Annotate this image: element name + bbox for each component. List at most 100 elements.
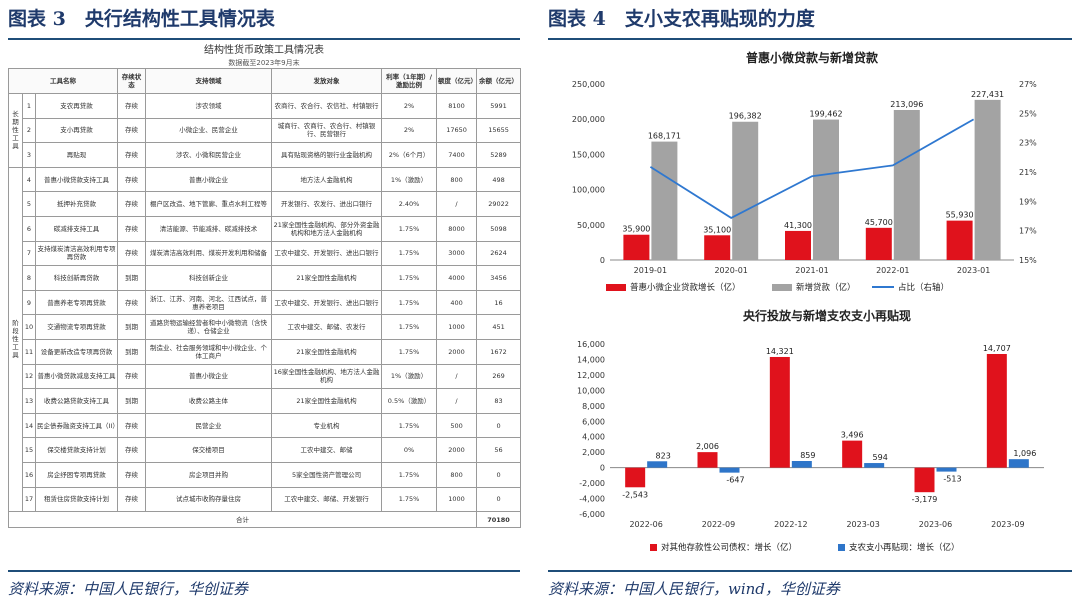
cell-balance: 16: [476, 289, 522, 316]
y-tick-label: -4,000: [579, 495, 605, 504]
data-label: 2,006: [696, 442, 719, 451]
legend-label: 普惠小微企业贷款增长（亿）: [630, 282, 741, 293]
data-label: 55,930: [946, 211, 974, 220]
bar-new-loans: [974, 99, 1001, 260]
x-tick-label: 2022-01: [876, 266, 909, 275]
legend-swatch-red: [606, 284, 626, 291]
cell-status: 存续: [117, 166, 147, 193]
cell-support-area: 普惠小微企业: [145, 363, 273, 390]
legend-label: 支农支小再贴现：增长（亿）: [849, 542, 960, 553]
x-tick-label: 2022-06: [629, 520, 662, 529]
cell-target: 地方法人金融机构: [271, 166, 383, 193]
cell-tool-name: 设备更新改造专项再贷款: [34, 338, 119, 365]
data-label: 227,431: [971, 90, 1004, 99]
cell-status: 存续: [117, 191, 147, 217]
bar-small-micro-loan: [623, 234, 650, 260]
y-tick-label: 4,000: [582, 433, 605, 442]
cell-tool-name: 收费公路贷款支持工具: [34, 388, 119, 414]
cell-target: 工农中建交、开发银行、进出口银行: [271, 289, 383, 316]
cell-status: 存续: [117, 437, 147, 463]
cell-rate: 2%: [381, 93, 438, 119]
cell-rate: 1.75%: [381, 265, 438, 291]
table-row: 12 普惠小微贷款减息支持工具 存续 普惠小微企业 16家全国性金融机构、地方法人金融机…: [9, 363, 522, 390]
cell-row-number: 1: [22, 93, 36, 119]
cell-status: 存续: [117, 93, 147, 119]
data-label: 41,300: [784, 221, 812, 230]
y-tick-label: 10,000: [577, 386, 605, 395]
data-label: -647: [726, 476, 744, 485]
y-tick-label: 50,000: [577, 221, 605, 230]
x-tick-label: 2020-01: [714, 266, 747, 275]
col-header-rate: 利率（1年期）/激励比例: [381, 68, 438, 94]
y2-tick-label: 19%: [1019, 197, 1037, 206]
data-label: 213,096: [890, 100, 923, 109]
data-label: 196,382: [729, 112, 762, 121]
y-tick-label: 14,000: [577, 355, 605, 364]
table-total-row: 合计 70180: [7, 511, 522, 529]
cell-balance: 1672: [476, 338, 522, 365]
data-label: 199,462: [809, 110, 842, 119]
line-share-series: [649, 118, 975, 219]
cell-target: 开发银行、农发行、进出口银行: [271, 191, 383, 217]
table-header-row: 工具名称 存续状态 支持领域 发放对象 利率（1年期）/激励比例 额度（亿元） …: [7, 68, 522, 94]
cell-status: 到期: [117, 388, 147, 414]
table-row: 16 房企纾困专项再贷款 存续 房企项目并购 5家全国性资产管理公司 1.75% 800 0: [9, 461, 522, 488]
bar-new-loans: [893, 109, 920, 261]
cell-quota: /: [436, 388, 478, 414]
cell-target: 21家全国性金融机构: [271, 265, 383, 291]
cell-target: 21家全国性金融机构: [271, 388, 383, 414]
cell-support-area: 收费公路主体: [145, 388, 273, 414]
right-panel-title: 图表 4 支小支农再贴现的力度: [548, 0, 1072, 40]
cell-support-area: 浙江、江苏、河南、河北、江西试点，普惠养老项目: [145, 289, 273, 316]
legend-swatch-gray: [772, 284, 792, 291]
cell-target: 工农中建交、邮储、农发行: [271, 314, 383, 340]
y-tick-label: 0: [600, 256, 605, 265]
cell-support-area: 小微企业、民营企业: [145, 117, 273, 144]
cell-balance: 5991: [476, 93, 522, 119]
left-source-note: 资料来源：中国人民银行，华创证券: [8, 570, 520, 609]
table-row: 2 支小再贷款 存续 小微企业、民营企业 城商行、农商行、农合行、村镇银行、民营银行 2%…: [9, 117, 522, 144]
x-tick-label: 2023-09: [991, 520, 1024, 529]
cell-balance: 498: [476, 166, 522, 193]
x-tick-label: 2023-06: [919, 520, 952, 529]
cell-support-area: 民营企业: [145, 412, 273, 439]
cell-rate: 0.5%（激励）: [381, 388, 438, 414]
table-subtitle: 数据截至2023年9月末: [228, 59, 300, 67]
cell-target: 农商行、农合行、农信社、村镇银行: [271, 93, 383, 119]
cell-quota: 400: [436, 289, 478, 316]
data-label: 35,900: [622, 225, 650, 234]
col-header-support-area: 支持领域: [145, 68, 273, 94]
bar-pboc-claims: [697, 452, 718, 468]
cell-row-number: 2: [22, 117, 36, 144]
cell-support-area: 煤炭清洁高效利用、煤炭开发利用和储备: [145, 240, 273, 267]
bar-new-loans: [732, 121, 759, 260]
cell-rate: 1%（激励）: [381, 363, 438, 390]
cell-quota: /: [436, 363, 478, 390]
cell-target: 21家全国性金融机构: [271, 338, 383, 365]
cell-support-area: 制造业、社会服务领域和中小微企业、个体工商户: [145, 338, 273, 365]
cell-balance: 0: [476, 486, 522, 513]
cell-target: 21家全国性金融机构、部分外资金融机构和地方法人金融机构: [271, 215, 383, 242]
cell-quota: /: [436, 191, 478, 217]
cell-quota: 3000: [436, 240, 478, 267]
cell-rate: 1%（激励）: [381, 166, 438, 193]
data-label: 45,700: [865, 218, 893, 227]
cell-balance: 0: [476, 461, 522, 488]
y2-tick-label: 23%: [1019, 139, 1037, 148]
left-panel-title: 图表 3 央行结构性工具情况表: [8, 0, 520, 40]
cell-balance: 83: [476, 388, 522, 414]
cell-balance: 5098: [476, 215, 522, 242]
data-label: 35,100: [703, 225, 731, 234]
row-group-label: 阶段性工具: [8, 166, 23, 513]
cell-support-area: 道路货物运输经营者和中小微物流（含快递）、仓储企业: [145, 314, 273, 340]
cell-rate: 2%: [381, 117, 438, 144]
table-row: 9 普惠养老专项再贷款 存续 浙江、江苏、河南、河北、江西试点，普惠养老项目 工农中建交…: [9, 289, 522, 316]
y2-tick-label: 25%: [1019, 109, 1037, 118]
cell-rate: 1.75%: [381, 338, 438, 365]
cell-support-area: 保交楼项目: [145, 437, 273, 463]
data-label: 1,096: [1013, 449, 1036, 458]
x-tick-label: 2023-01: [957, 266, 990, 275]
cell-rate: 1.75%: [381, 314, 438, 340]
cell-balance: 0: [476, 412, 522, 439]
bar-rediscount: [791, 460, 812, 468]
